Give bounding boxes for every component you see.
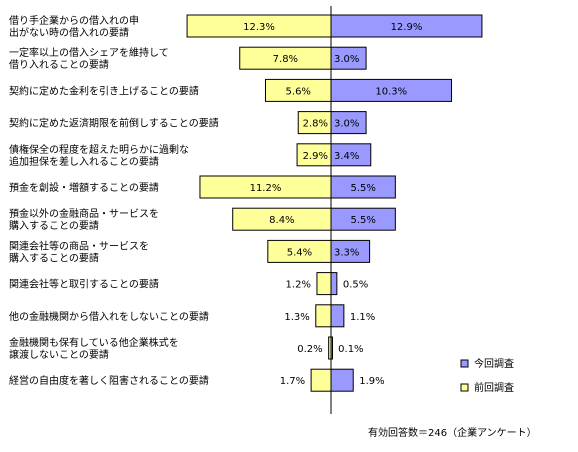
legend-swatch [460,383,469,392]
value-label-current: 1.9% [359,376,384,387]
value-label-previous: 8.4% [269,215,294,226]
category-label: 金融機関も保有している他企業株式を譲渡しないことの要請 [9,336,179,361]
value-label-previous: 11.2% [250,183,282,194]
footnote: 有効回答数＝246（企業アンケート） [368,426,537,439]
value-label-current: 5.5% [350,183,375,194]
bar-previous [315,304,332,328]
category-label: 他の金融機関から借入れをしないことの要請 [9,310,209,323]
category-label: 関連会社等の商品・サービスを購入することの要請 [9,239,149,264]
value-label-current: 0.1% [338,344,363,355]
bar-current [330,272,338,296]
category-label: 借り手企業からの借入れの申出がない時の借入れの要請 [9,14,139,39]
legend-swatch [460,359,469,368]
value-label-current: 3.3% [334,247,359,258]
value-label-current: 1.1% [350,312,375,323]
bar-previous [316,272,332,296]
value-label-previous: 12.3% [243,22,275,33]
value-label-previous: 1.2% [286,280,311,291]
bar-current [330,368,354,392]
value-label-current: 3.0% [334,119,359,130]
value-label-current: 3.4% [334,151,359,162]
legend-label: 前回調査 [474,381,514,394]
value-label-previous: 0.2% [297,344,322,355]
value-label-previous: 2.8% [303,119,328,130]
legend-label: 今回調査 [474,357,514,370]
value-label-current: 12.9% [391,22,423,33]
value-label-previous: 2.9% [303,151,328,162]
value-label-previous: 1.7% [280,376,305,387]
value-label-previous: 1.3% [284,312,309,323]
value-label-previous: 5.4% [287,247,312,258]
category-label: 債権保全の程度を超えた明らかに過剰な追加担保を差し入れることの要請 [9,143,189,168]
category-label: 契約に定めた返済期限を前倒しすることの要請 [9,117,219,130]
category-label: 経営の自由度を著しく阻害されることの要請 [9,374,209,387]
category-label: 関連会社等と取引することの要請 [9,278,159,291]
category-label: 預金を創設・増額することの要請 [9,181,159,194]
value-label-current: 3.0% [334,54,359,65]
bar-previous [310,368,332,392]
value-label-current: 0.5% [343,280,368,291]
value-label-current: 5.5% [350,215,375,226]
value-label-previous: 7.8% [273,54,298,65]
value-label-previous: 5.6% [286,86,311,97]
category-label: 契約に定めた金利を引き上げることの要請 [9,84,199,97]
category-label: 一定率以上の借入シェアを維持して借り入れることの要請 [9,46,169,71]
category-label: 預金以外の金融商品・サービスを購入することの要請 [9,207,159,232]
bar-current [330,304,345,328]
value-label-current: 10.3% [375,86,407,97]
